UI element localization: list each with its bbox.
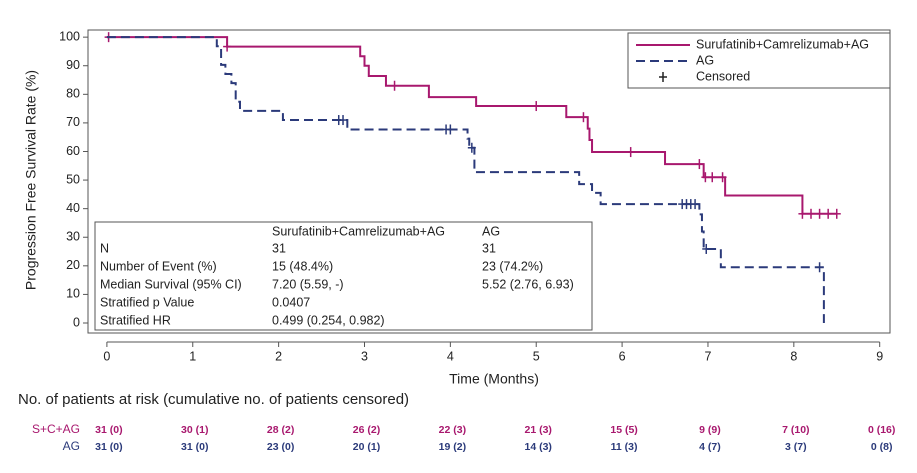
stats-cell: 31 <box>482 241 496 255</box>
stats-cell: 0.499 (0.254, 0.982) <box>272 313 385 327</box>
censor-mark <box>701 172 710 183</box>
risk-value: 7 (10) <box>782 424 809 436</box>
y-tick-label: 100 <box>59 29 80 43</box>
risk-value: 11 (3) <box>611 441 638 453</box>
x-tick-label: 2 <box>275 349 282 363</box>
y-axis-label: Progression Free Survival Rate (%) <box>23 70 39 290</box>
risk-label: AG <box>63 439 80 453</box>
censor-mark <box>695 159 704 170</box>
risk-value: 26 (2) <box>353 424 380 436</box>
x-tick-label: 6 <box>619 349 626 363</box>
x-tick-label: 7 <box>704 349 711 363</box>
censor-mark <box>223 41 232 52</box>
survival-curve <box>106 36 837 215</box>
y-tick-label: 60 <box>66 144 80 158</box>
stats-box <box>94 221 593 331</box>
y-tick-label: 10 <box>66 287 80 301</box>
risk-value: 21 (3) <box>525 424 552 436</box>
risk-value: 20 (1) <box>353 441 380 453</box>
stats-cell: Stratified HR <box>100 313 171 327</box>
stats-cell: Median Survival (95% CI) <box>100 277 242 291</box>
stats-cell: 31 <box>272 241 286 255</box>
risk-value: 28 (2) <box>267 424 294 436</box>
censor-mark <box>824 208 833 219</box>
censor-mark <box>691 199 700 210</box>
y-tick-label: 40 <box>66 201 80 215</box>
stats-cell: 23 (74.2%) <box>482 259 543 273</box>
censor-mark <box>702 243 711 254</box>
censor-mark <box>626 147 635 158</box>
risk-value: 15 (5) <box>610 424 637 436</box>
risk-label: S+C+AG <box>32 422 80 436</box>
risk-value: 22 (3) <box>439 424 466 436</box>
x-tick-label: 9 <box>876 349 883 363</box>
stats-cell: Stratified p Value <box>100 295 194 309</box>
y-tick-label: 70 <box>66 115 80 129</box>
risk-value: 31 (0) <box>95 441 122 453</box>
legend-label: AG <box>696 53 714 67</box>
stats-cell: N <box>100 241 109 255</box>
x-tick-label: 5 <box>533 349 540 363</box>
censor-mark <box>659 72 667 82</box>
stats-cell: 15 (48.4%) <box>272 259 333 273</box>
risk-value: 19 (2) <box>439 441 466 453</box>
x-tick-label: 0 <box>103 349 110 363</box>
risk-value: 0 (8) <box>871 441 893 453</box>
y-tick-label: 50 <box>66 172 80 186</box>
stats-cell: Number of Event (%) <box>100 259 217 273</box>
x-axis-label: Time (Months) <box>449 371 539 387</box>
y-tick-label: 20 <box>66 258 80 272</box>
stats-header: AG <box>482 224 500 238</box>
x-tick-label: 3 <box>361 349 368 363</box>
stats-cell: 0.0407 <box>272 295 310 309</box>
risk-value: 31 (0) <box>95 424 122 436</box>
censor-mark <box>832 208 841 219</box>
stats-cell: 7.20 (5.59, -) <box>272 277 344 291</box>
risk-value: 4 (7) <box>699 441 721 453</box>
risk-value: 3 (7) <box>785 441 807 453</box>
risk-value: 30 (1) <box>181 424 208 436</box>
censor-mark <box>815 262 824 273</box>
censor-mark <box>467 142 476 153</box>
censor-mark <box>807 208 816 219</box>
x-tick-label: 4 <box>447 349 454 363</box>
stats-header: Surufatinib+Camrelizumab+AG <box>272 224 445 238</box>
censor-mark <box>798 208 807 219</box>
risk-value: 23 (0) <box>267 441 294 453</box>
censor-mark <box>815 208 824 219</box>
censor-mark <box>532 101 541 112</box>
censor-mark <box>339 115 348 126</box>
legend-label: Surufatinib+Camrelizumab+AG <box>696 37 869 51</box>
censor-mark <box>708 172 717 183</box>
risk-value: 9 (9) <box>699 424 721 436</box>
y-tick-label: 90 <box>66 58 80 72</box>
risk-value: 14 (3) <box>525 441 552 453</box>
risk-value: 31 (0) <box>181 441 208 453</box>
stats-cell: 5.52 (2.76, 6.93) <box>482 277 574 291</box>
censor-mark <box>718 172 727 183</box>
survival-curve <box>106 36 825 323</box>
censor-mark <box>579 112 588 123</box>
x-tick-label: 1 <box>189 349 196 363</box>
risk-title: No. of patients at risk (cumulative no. … <box>18 391 409 408</box>
risk-value: 0 (16) <box>868 424 895 436</box>
x-tick-label: 8 <box>790 349 797 363</box>
y-tick-label: 0 <box>73 315 80 329</box>
legend-label: Censored <box>696 69 750 83</box>
y-tick-label: 80 <box>66 87 80 101</box>
y-tick-label: 30 <box>66 230 80 244</box>
censor-mark <box>390 80 399 91</box>
censor-mark <box>446 124 455 135</box>
